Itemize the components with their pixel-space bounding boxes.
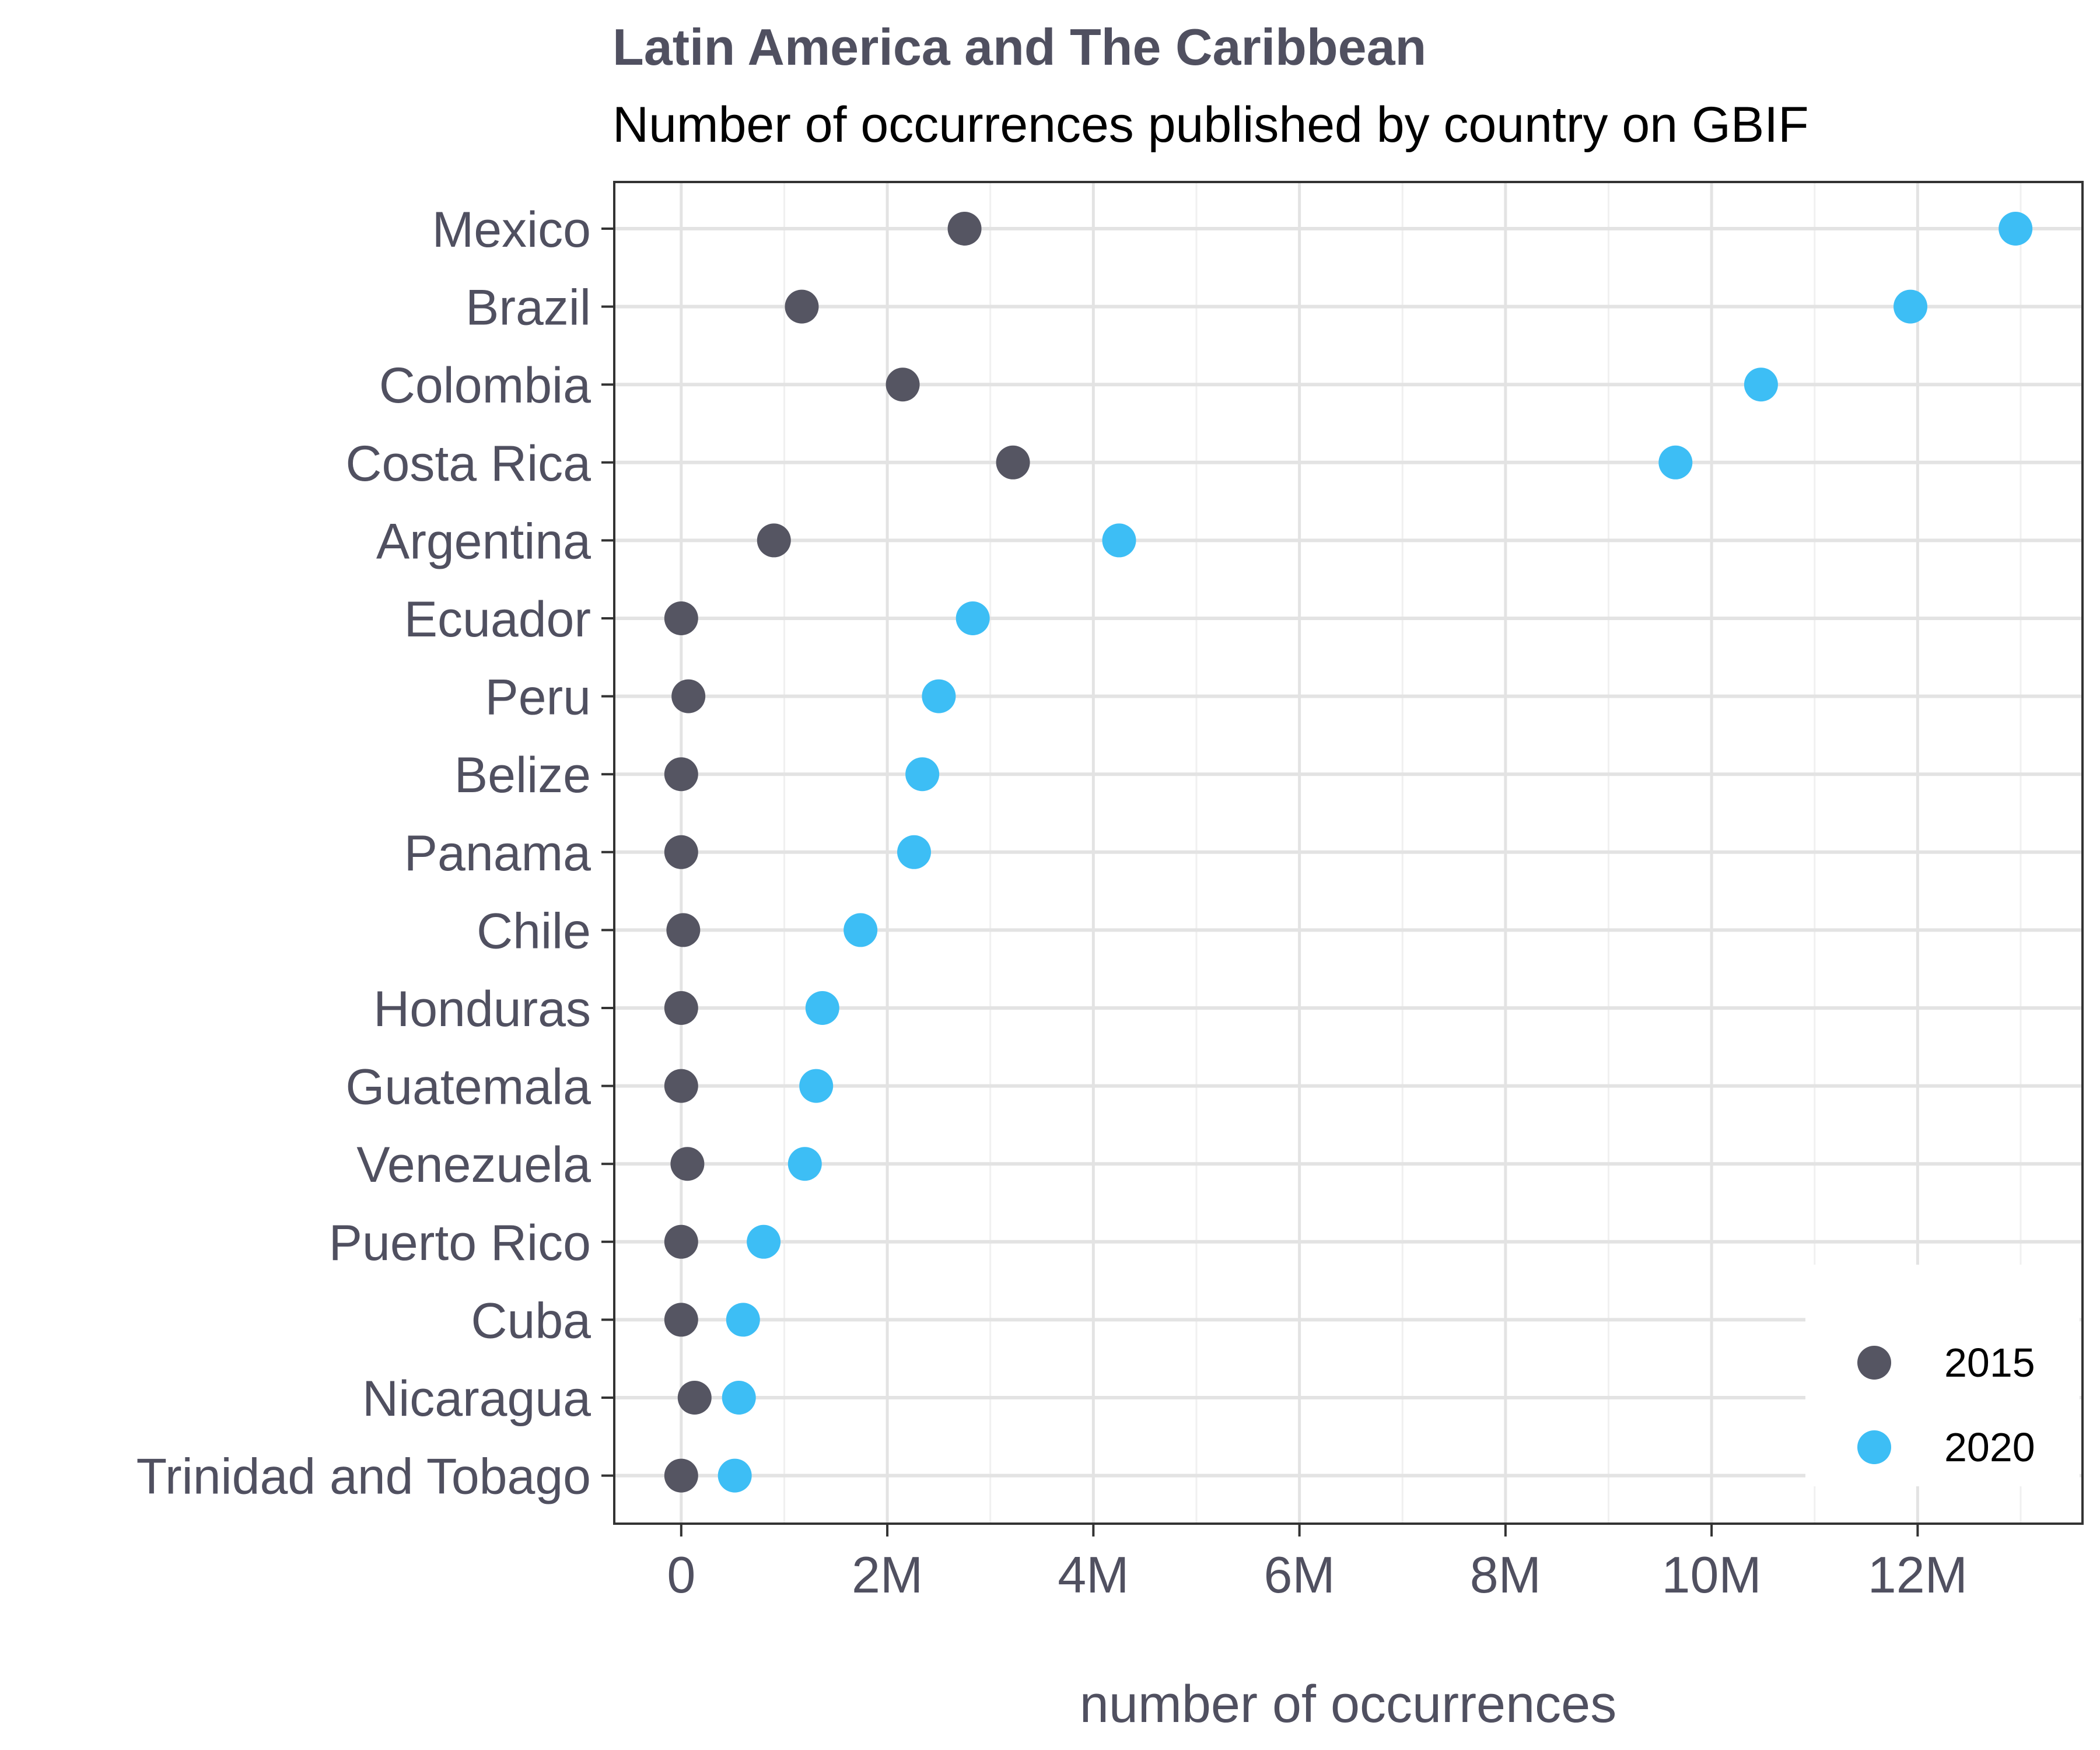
point-2020 bbox=[788, 1147, 822, 1181]
x-tick-label: 10M bbox=[1662, 1546, 1762, 1604]
x-axis-title: number of occurrences bbox=[1080, 1675, 1616, 1734]
x-tick-label: 2M bbox=[852, 1546, 923, 1604]
y-tick-label: Guatemala bbox=[345, 1059, 591, 1115]
chart-title: Latin America and The Caribbean bbox=[612, 18, 1427, 76]
point-2015 bbox=[677, 1381, 712, 1415]
y-tick-label: Costa Rica bbox=[345, 436, 591, 492]
point-2020 bbox=[1658, 445, 1693, 480]
point-2015 bbox=[664, 601, 698, 635]
y-tick-label: Peru bbox=[485, 670, 591, 726]
legend-key-2020 bbox=[1857, 1430, 1891, 1464]
point-2015 bbox=[785, 289, 819, 324]
y-tick-label: Panama bbox=[404, 825, 591, 881]
point-2020 bbox=[1102, 523, 1136, 558]
legend-label-2020: 2020 bbox=[1944, 1424, 2035, 1470]
y-tick-label: Argentina bbox=[376, 513, 591, 569]
point-2015 bbox=[670, 1147, 705, 1181]
point-2015 bbox=[664, 991, 698, 1025]
axis-layer: Mexico Brazil Colombia Costa Rica Argentina E… bbox=[136, 202, 1968, 1604]
point-2020 bbox=[905, 757, 940, 792]
x-tick-label: 0 bbox=[667, 1546, 695, 1604]
point-2020 bbox=[844, 913, 878, 947]
point-2020 bbox=[1999, 212, 2033, 246]
point-2020 bbox=[922, 679, 956, 713]
point-2020 bbox=[726, 1303, 760, 1337]
y-tick-label: Colombia bbox=[379, 358, 591, 414]
point-2020 bbox=[799, 1069, 834, 1103]
y-tick-label: Chile bbox=[477, 903, 591, 959]
y-tick-label: Mexico bbox=[432, 202, 591, 258]
point-2015 bbox=[757, 523, 791, 558]
y-tick-label: Nicaragua bbox=[362, 1371, 591, 1427]
legend-key-2015 bbox=[1857, 1346, 1891, 1380]
point-2015 bbox=[664, 835, 698, 869]
point-2015 bbox=[664, 757, 698, 792]
chart-subtitle: Number of occurrences published by count… bbox=[612, 97, 1809, 153]
point-2015 bbox=[996, 445, 1030, 480]
y-tick-label: Trinidad and Tobago bbox=[136, 1449, 591, 1505]
legend: 2015 2020 bbox=[1805, 1265, 2080, 1486]
point-2015 bbox=[664, 1224, 698, 1259]
point-2020 bbox=[722, 1381, 756, 1415]
point-2020 bbox=[1744, 368, 1778, 402]
y-tick-label: Belize bbox=[454, 747, 591, 803]
x-tick-label: 6M bbox=[1264, 1546, 1335, 1604]
point-2015 bbox=[886, 368, 920, 402]
x-tick-label: 12M bbox=[1868, 1546, 1968, 1604]
x-tick-label: 4M bbox=[1058, 1546, 1129, 1604]
point-2020 bbox=[1894, 289, 1928, 324]
y-tick-label: Puerto Rico bbox=[329, 1215, 591, 1271]
point-2015 bbox=[671, 679, 706, 713]
point-2020 bbox=[718, 1458, 752, 1493]
legend-background bbox=[1805, 1265, 2080, 1486]
point-2020 bbox=[956, 601, 990, 635]
x-tick-label: 8M bbox=[1470, 1546, 1541, 1604]
points-layer bbox=[664, 212, 2033, 1493]
point-2015 bbox=[947, 212, 982, 246]
point-2020 bbox=[805, 991, 839, 1025]
y-tick-label: Cuba bbox=[471, 1293, 591, 1349]
point-2020 bbox=[747, 1224, 781, 1259]
y-tick-label: Honduras bbox=[373, 981, 591, 1037]
y-tick-label: Ecuador bbox=[404, 592, 591, 648]
point-2015 bbox=[664, 1069, 698, 1103]
point-2015 bbox=[664, 1458, 698, 1493]
y-tick-label: Venezuela bbox=[356, 1137, 591, 1193]
point-2015 bbox=[664, 1303, 698, 1337]
y-tick-label: Brazil bbox=[466, 280, 591, 336]
legend-label-2015: 2015 bbox=[1944, 1340, 2035, 1385]
point-2020 bbox=[897, 835, 931, 869]
point-2015 bbox=[666, 913, 701, 947]
